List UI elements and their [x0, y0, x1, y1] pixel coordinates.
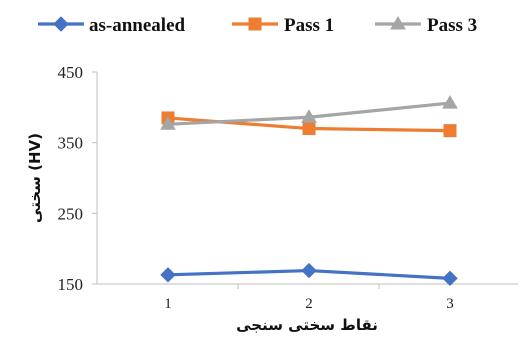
x-axis-title: نقاط سختی سنجی: [236, 316, 378, 334]
y-tick-label: 250: [58, 204, 84, 223]
data-point-square: [248, 17, 262, 31]
data-point-square: [443, 124, 457, 138]
y-tick-labels: 150 250 350 450: [58, 63, 97, 294]
x-tick-labels: 1 2 3: [164, 284, 454, 312]
series-as-annealed: [160, 262, 458, 287]
data-point-square: [302, 122, 316, 136]
data-point-triangle: [390, 16, 406, 30]
axes: [96, 72, 518, 285]
y-axis-title: سختی (HV): [26, 133, 44, 223]
legend-item: as-annealed: [38, 15, 186, 36]
y-tick-label: 150: [58, 275, 84, 294]
data-point-triangle: [442, 95, 458, 109]
data-point-diamond: [53, 16, 69, 32]
legend-item: Pass 1: [232, 15, 334, 36]
series-group: [160, 95, 458, 287]
legend-item: Pass 3: [375, 15, 477, 36]
x-tick-label: 3: [446, 296, 454, 312]
data-point-diamond: [160, 267, 176, 283]
legend: as-annealed Pass 1 Pass 3: [38, 15, 477, 36]
y-tick-label: 450: [58, 63, 84, 82]
data-point-triangle: [160, 116, 176, 130]
x-tick-label: 1: [164, 296, 172, 312]
series-pass-3: [160, 95, 458, 130]
data-point-diamond: [301, 262, 317, 279]
legend-label: Pass 1: [284, 15, 334, 36]
x-tick-label: 2: [305, 296, 313, 312]
data-point-triangle: [301, 109, 317, 123]
legend-label: Pass 3: [427, 15, 477, 36]
y-tick-label: 350: [58, 134, 84, 153]
legend-label: as-annealed: [89, 15, 186, 36]
data-point-diamond: [442, 270, 458, 287]
